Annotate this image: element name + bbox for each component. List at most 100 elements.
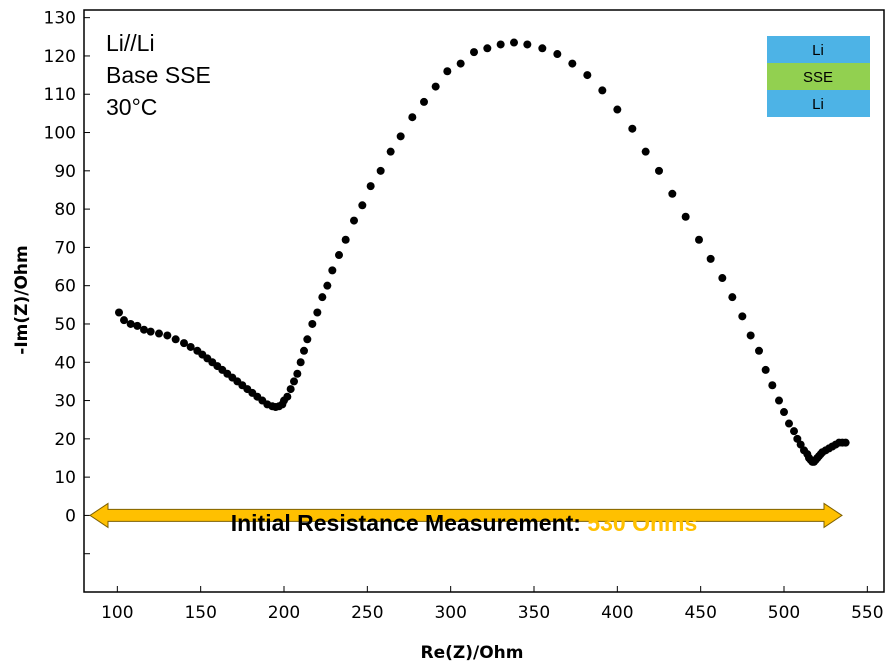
data-point [728,293,737,302]
legend-label: Li [812,42,824,59]
annotation-label: Initial Resistance Measurement: [231,510,588,536]
data-point [171,335,180,344]
data-point [790,427,798,436]
inset-line: Base SSE [106,62,211,88]
data-point [323,281,332,290]
data-point [286,385,295,394]
data-point [443,67,452,76]
y-tick-label: 90 [54,162,76,182]
x-tick-label: 450 [684,603,716,623]
data-point [523,40,532,49]
y-tick-label: 70 [54,238,76,258]
data-point [583,71,592,80]
data-point [376,166,385,175]
data-point [681,212,690,221]
y-tick-label: 110 [44,85,76,105]
data-point [785,419,793,428]
data-point [328,266,337,275]
y-tick-label: 40 [54,353,76,373]
data-point [841,438,850,447]
resistance-annotation: Initial Resistance Measurement: 530 Ohms [89,502,843,536]
data-point [303,335,312,344]
legend-swatch [767,90,870,117]
y-axis-ticks: 0 10 20 30 40 50 60 70 80 90 100 110 120 130 [44,9,90,555]
data-point [155,329,163,338]
data-point [706,254,715,263]
inset-text: Li//Li Base SSE 30°C [106,30,211,120]
x-tick-label: 200 [268,603,300,623]
data-point [313,308,322,317]
data-point [408,113,417,122]
legend-swatch [767,63,870,90]
data-point [775,396,783,405]
x-tick-label: 100 [101,603,133,623]
data-point [318,293,327,302]
data-point [761,365,770,374]
data-point [483,44,492,53]
x-tick-label: 250 [351,603,383,623]
data-point [180,339,188,348]
data-point [115,308,123,317]
data-point [300,346,308,355]
data-point [146,327,155,336]
data-point [420,97,428,106]
y-tick-label: 30 [54,392,76,412]
data-point [538,44,547,53]
layer-legend: Li SSE Li [767,36,870,117]
data-point [341,235,350,244]
y-axis-label: -Im(Z)/Ohm [12,245,32,354]
data-point [568,59,577,68]
data-point [641,147,650,156]
data-point [431,82,440,91]
data-point [293,369,302,378]
data-point [496,40,505,49]
x-tick-label: 300 [434,603,466,623]
y-tick-label: 100 [44,124,76,144]
data-point [283,392,292,401]
resistance-arrow [89,502,843,529]
data-point [186,342,195,351]
inset-line: 30°C [106,94,157,120]
annotation-value: 530 Ohms [587,510,697,536]
data-point [386,147,395,156]
data-point [655,166,663,175]
data-point [366,182,375,191]
data-point [308,319,317,328]
data-point [396,132,405,141]
x-tick-label: 500 [768,603,800,623]
x-tick-label: 150 [184,603,216,623]
data-point [738,312,747,321]
data-point [668,189,677,198]
data-point [780,408,788,417]
x-axis-ticks: 100 150 200 250 300 350 400 450 500 550 [101,586,884,623]
data-point [598,86,607,95]
nyquist-points [115,38,850,466]
data-point [718,274,727,283]
data-point [510,38,518,47]
x-tick-label: 400 [601,603,633,623]
data-point [120,316,128,325]
inset-line: Li//Li [106,30,155,56]
legend-label: Li [812,96,824,113]
legend-swatch [767,36,870,63]
y-tick-label: 60 [54,277,76,297]
x-axis-label: Re(Z)/Ohm [421,643,524,663]
data-point [126,319,135,328]
data-point [470,48,478,57]
data-point [358,201,367,210]
legend-label: SSE [803,69,833,86]
data-point [290,377,298,386]
plot-frame [83,9,885,593]
data-point [628,124,637,133]
data-point [768,381,777,390]
y-tick-label: 20 [54,430,76,450]
data-point [163,331,172,340]
data-point [553,50,562,59]
y-tick-label: 50 [54,315,76,335]
data-point [746,331,755,340]
data-point [456,59,465,68]
annotation-text: Initial Resistance Measurement: 530 Ohms [231,510,698,536]
data-point [695,235,703,244]
x-tick-label: 350 [518,603,550,623]
